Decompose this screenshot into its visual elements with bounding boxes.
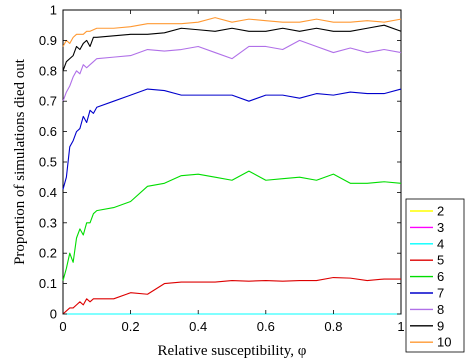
legend-box	[405, 198, 465, 353]
y-tick-label: 0.7	[39, 94, 57, 109]
series-line-9	[62, 24, 402, 71]
series-line-6	[62, 170, 402, 281]
x-tick-label: 0.6	[257, 319, 275, 334]
y-tick-label: 0.4	[39, 185, 57, 200]
y-tick-label: 0.9	[39, 33, 57, 48]
legend-label-7: 7	[437, 286, 444, 301]
legend-label-4: 4	[437, 236, 444, 251]
y-tick-label: 0.5	[39, 155, 57, 170]
y-tick-label: 0.8	[39, 63, 57, 78]
legend-label-8: 8	[437, 302, 444, 317]
x-tick-label: 0.4	[189, 319, 207, 334]
tick-layer: 0 0.2 0.4 0.6 0.8 1 0 0.1 0.2 0.3 0.4 0.5 0.6 0.7 0.8 0…	[39, 3, 405, 335]
legend-label-6: 6	[437, 269, 444, 284]
y-tick-label: 0.1	[39, 276, 57, 291]
series-line-7	[62, 88, 402, 190]
y-tick-label: 1	[50, 3, 57, 18]
x-axis-title: Relative susceptibility, φ	[158, 343, 307, 359]
x-tick-label: 0.8	[324, 319, 342, 334]
y-tick-label: 0.3	[39, 215, 57, 230]
y-axis-title: Proportion of simulations died out	[12, 58, 28, 265]
series-layer	[62, 17, 402, 315]
x-tick-label: 0	[59, 319, 66, 334]
plot-frame	[62, 9, 402, 315]
legend-label-2: 2	[437, 204, 444, 219]
series-line-8	[62, 39, 402, 102]
y-tick-label: 0.6	[39, 124, 57, 139]
x-tick-label: 0.2	[122, 319, 140, 334]
y-tick-label: 0	[50, 307, 57, 322]
legend-label-10: 10	[437, 335, 451, 350]
series-line-10	[62, 17, 402, 47]
legend-label-3: 3	[437, 220, 444, 235]
axes	[62, 9, 402, 315]
legend-label-9: 9	[437, 318, 444, 333]
legend-items: 234 56 789 10	[410, 204, 451, 350]
legend-label-5: 5	[437, 253, 444, 268]
x-tick-label: 1	[397, 319, 404, 334]
legend: 234 56 789 10	[405, 198, 465, 353]
y-tick-label: 0.2	[39, 246, 57, 261]
series-line-5	[62, 276, 401, 315]
